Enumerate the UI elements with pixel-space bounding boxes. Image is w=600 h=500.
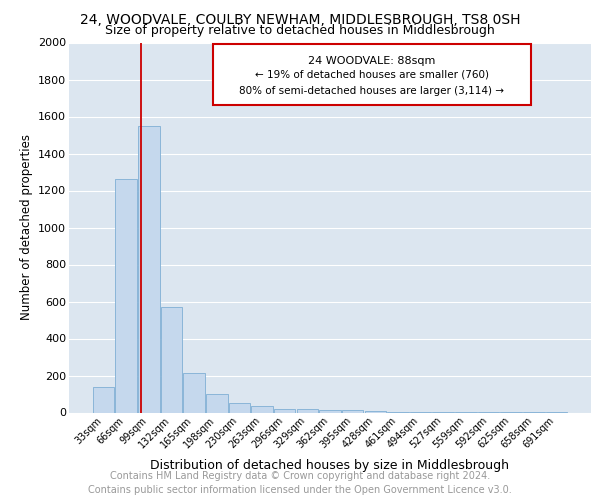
- Text: ← 19% of detached houses are smaller (760): ← 19% of detached houses are smaller (76…: [255, 70, 489, 80]
- Bar: [296, 409, 318, 412]
- Text: 24 WOODVALE: 88sqm: 24 WOODVALE: 88sqm: [308, 56, 436, 66]
- Bar: [184, 372, 205, 412]
- Bar: [115, 180, 137, 412]
- Text: 80% of semi-detached houses are larger (3,114) →: 80% of semi-detached houses are larger (…: [239, 86, 504, 96]
- X-axis label: Distribution of detached houses by size in Middlesbrough: Distribution of detached houses by size …: [151, 458, 509, 471]
- Bar: [365, 410, 386, 412]
- Y-axis label: Number of detached properties: Number of detached properties: [20, 134, 32, 320]
- Text: Size of property relative to detached houses in Middlesbrough: Size of property relative to detached ho…: [105, 24, 495, 37]
- Bar: [229, 403, 250, 412]
- Bar: [319, 410, 341, 412]
- Bar: [274, 409, 295, 412]
- Bar: [342, 410, 364, 412]
- Bar: [251, 406, 273, 412]
- Bar: [206, 394, 227, 412]
- Bar: [138, 126, 160, 412]
- Text: 24, WOODVALE, COULBY NEWHAM, MIDDLESBROUGH, TS8 0SH: 24, WOODVALE, COULBY NEWHAM, MIDDLESBROU…: [80, 12, 520, 26]
- Bar: [161, 307, 182, 412]
- Bar: [93, 386, 114, 412]
- Text: Contains HM Land Registry data © Crown copyright and database right 2024.
Contai: Contains HM Land Registry data © Crown c…: [88, 471, 512, 495]
- FancyBboxPatch shape: [212, 44, 531, 106]
